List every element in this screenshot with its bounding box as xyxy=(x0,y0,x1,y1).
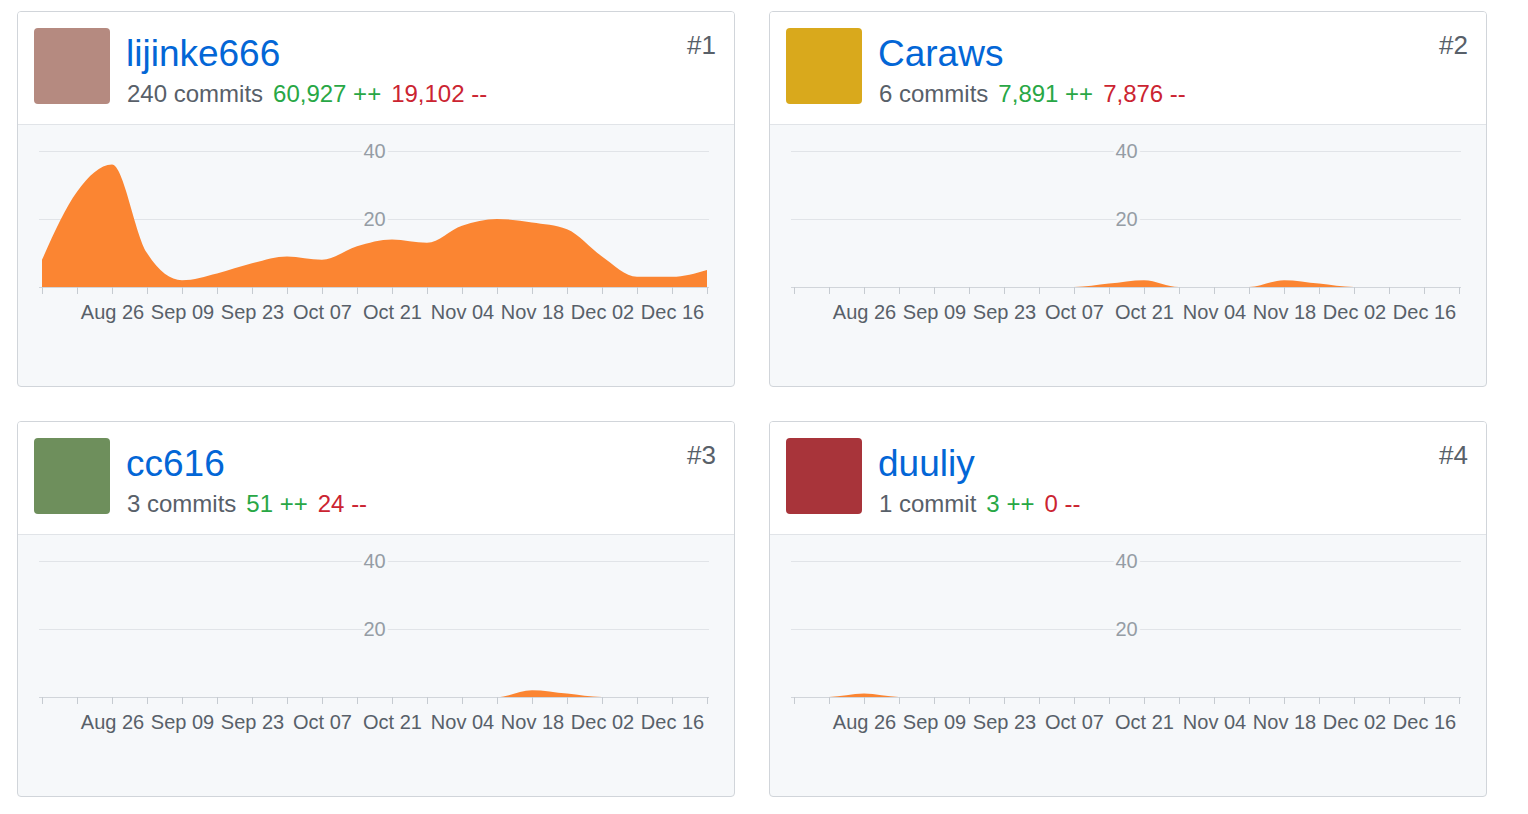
svg-text:Nov 18: Nov 18 xyxy=(501,711,564,733)
svg-text:Nov 18: Nov 18 xyxy=(1253,301,1316,323)
svg-text:Oct 21: Oct 21 xyxy=(1115,711,1174,733)
svg-text:40: 40 xyxy=(363,140,385,162)
svg-text:20: 20 xyxy=(363,618,385,640)
svg-text:40: 40 xyxy=(1115,550,1137,572)
svg-text:Nov 04: Nov 04 xyxy=(1183,711,1246,733)
svg-text:Dec 16: Dec 16 xyxy=(1393,711,1456,733)
svg-text:Sep 23: Sep 23 xyxy=(221,711,284,733)
svg-text:Nov 18: Nov 18 xyxy=(501,301,564,323)
svg-text:Nov 04: Nov 04 xyxy=(1183,301,1246,323)
svg-text:20: 20 xyxy=(1115,618,1137,640)
svg-text:Dec 02: Dec 02 xyxy=(1323,301,1386,323)
svg-text:Aug 26: Aug 26 xyxy=(81,301,144,323)
svg-text:Dec 02: Dec 02 xyxy=(571,711,634,733)
svg-text:Dec 16: Dec 16 xyxy=(641,711,704,733)
svg-text:Nov 04: Nov 04 xyxy=(431,301,494,323)
svg-text:Oct 07: Oct 07 xyxy=(293,301,352,323)
html-text:lijinke666: lijinke666 xyxy=(126,33,281,74)
svg-text:Oct 07: Oct 07 xyxy=(293,711,352,733)
svg-text:Aug 26: Aug 26 xyxy=(833,301,896,323)
html-text:240 commits: 240 commits xyxy=(127,80,263,107)
html-text:#4: #4 xyxy=(1439,440,1468,470)
html-text:duuliy: duuliy xyxy=(878,443,975,484)
svg-text:Sep 09: Sep 09 xyxy=(903,711,966,733)
html-text:1 commit 3 ++ 0 --: 1 commit 3 ++ 0 -- xyxy=(879,490,1081,517)
svg-text:Nov 04: Nov 04 xyxy=(431,711,494,733)
svg-text:Dec 16: Dec 16 xyxy=(1393,301,1456,323)
svg-text:Sep 09: Sep 09 xyxy=(903,301,966,323)
svg-text:Oct 21: Oct 21 xyxy=(363,711,422,733)
svg-text:40: 40 xyxy=(1115,140,1137,162)
html-text:3 commits 51 ++ 24 --: 3 commits 51 ++ 24 -- xyxy=(127,490,368,517)
svg-text:Dec 16: Dec 16 xyxy=(641,301,704,323)
html-text:#2: #2 xyxy=(1439,30,1468,60)
html-text:cc616: cc616 xyxy=(126,443,225,484)
svg-text:Aug 26: Aug 26 xyxy=(81,711,144,733)
svg-text:20: 20 xyxy=(363,208,385,230)
svg-text:Aug 26: Aug 26 xyxy=(833,711,896,733)
svg-text:Oct 07: Oct 07 xyxy=(1045,711,1104,733)
svg-text:Nov 18: Nov 18 xyxy=(1253,711,1316,733)
html-text:6 commits 7,891 ++ 7,876 --: 6 commits 7,891 ++ 7,876 -- xyxy=(879,80,1186,107)
svg-text:Oct 21: Oct 21 xyxy=(1115,301,1174,323)
svg-text:Sep 23: Sep 23 xyxy=(221,301,284,323)
html-text:#1: #1 xyxy=(687,30,716,60)
html-text:Caraws: Caraws xyxy=(878,33,1004,74)
svg-text:Sep 09: Sep 09 xyxy=(151,711,214,733)
svg-text:Sep 23: Sep 23 xyxy=(973,301,1036,323)
svg-text:Oct 07: Oct 07 xyxy=(1045,301,1104,323)
svg-text:Oct 21: Oct 21 xyxy=(363,301,422,323)
svg-text:40: 40 xyxy=(363,550,385,572)
svg-text:Dec 02: Dec 02 xyxy=(571,301,634,323)
html-text:60,927 ++ 19,102 --: 60,927 ++ 19,102 -- xyxy=(273,80,488,107)
html-text:#3: #3 xyxy=(687,440,716,470)
svg-text:Sep 23: Sep 23 xyxy=(973,711,1036,733)
svg-text:Sep 09: Sep 09 xyxy=(151,301,214,323)
svg-text:Dec 02: Dec 02 xyxy=(1323,711,1386,733)
svg-text:20: 20 xyxy=(1115,208,1137,230)
